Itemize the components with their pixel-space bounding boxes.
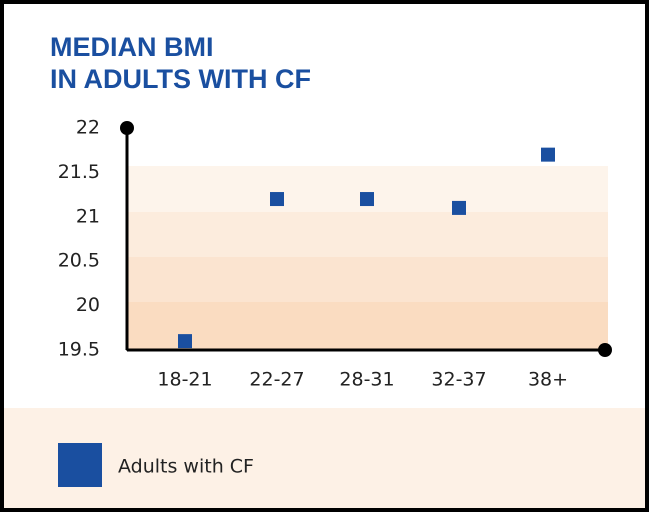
marker: [270, 192, 284, 207]
x-tick-label: 32-37: [431, 369, 486, 391]
legend-swatch: [58, 443, 102, 487]
x-tick-label: 28-31: [339, 369, 394, 391]
axis-end: [598, 343, 612, 357]
x-tick-label: 22-27: [249, 369, 304, 391]
legend-panel: [4, 408, 645, 508]
band: [127, 212, 608, 257]
y-tick-label: 20: [76, 294, 100, 316]
marker: [541, 147, 555, 162]
band: [127, 302, 608, 350]
chart-title: IN ADULTS WITH CF: [50, 64, 311, 94]
marker: [360, 192, 374, 207]
x-tick-label: 38+: [528, 369, 568, 391]
chart-title: MEDIAN BMI: [50, 32, 214, 62]
y-tick-label: 21: [76, 205, 100, 227]
marker: [452, 200, 466, 215]
band: [127, 257, 608, 302]
y-tick-label: 22: [76, 117, 100, 139]
x-tick-label: 18-21: [157, 369, 212, 391]
y-tick-label: 20.5: [58, 250, 100, 272]
y-tick-label: 21.5: [58, 161, 100, 183]
y-tick-label: 19.5: [58, 339, 100, 361]
marker: [178, 334, 192, 349]
legend-label: Adults with CF: [118, 456, 254, 478]
